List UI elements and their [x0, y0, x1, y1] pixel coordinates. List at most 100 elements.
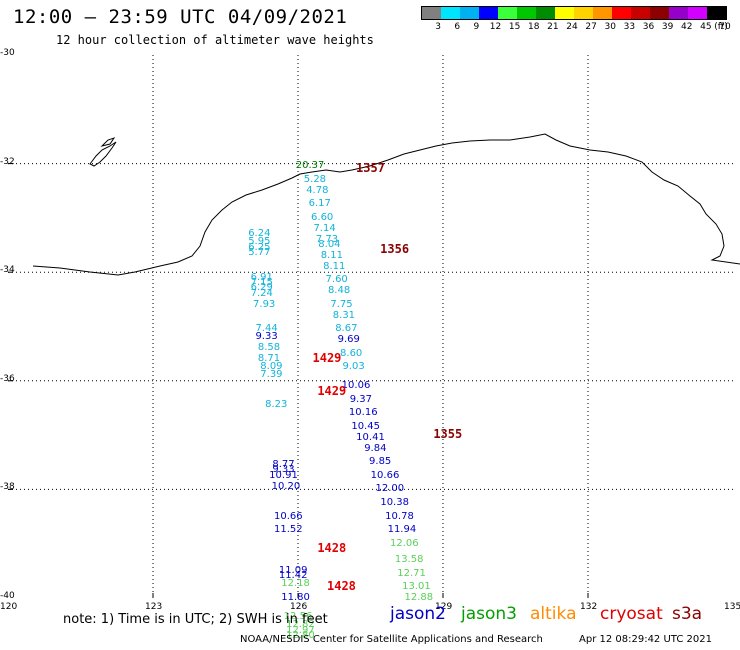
- color-swatch: [593, 7, 612, 19]
- color-scale-label: 30: [604, 22, 616, 32]
- swh-value-label: 8.48: [327, 285, 351, 297]
- color-scale-label: 33: [623, 22, 636, 32]
- swh-value-label: 12.80: [286, 630, 315, 641]
- pass-time-label: 1428: [327, 579, 356, 594]
- swh-value-label: 8.23: [265, 399, 288, 411]
- color-swatch: [650, 7, 669, 19]
- color-swatch: [688, 7, 707, 19]
- swh-value-label: 6.60: [311, 211, 334, 223]
- pass-time-label: 1428: [317, 541, 347, 556]
- legend-item-cryosat: cryosat: [600, 604, 663, 624]
- color-scale-label: 3: [435, 22, 441, 32]
- swh-value-label: 6.24: [248, 228, 271, 240]
- coastline: [32, 133, 740, 276]
- swh-value-label: 10.78: [385, 510, 414, 522]
- y-tick-label: -34: [0, 265, 15, 276]
- swh-value-label: 9.85: [369, 456, 392, 468]
- color-scale-label: 24: [566, 22, 578, 32]
- swh-value-label: 12.18: [281, 578, 310, 590]
- swh-value-label: 11.94: [387, 524, 417, 536]
- swh-value-label: 10.66: [370, 469, 400, 481]
- map-subtitle: 12 hour collection of altimeter wave hei…: [56, 33, 374, 47]
- x-tick-label: 123: [145, 602, 163, 612]
- swh-value-label: 8.71: [257, 353, 281, 365]
- swh-value-label: 11.42: [278, 570, 308, 582]
- swh-value-label: 12.82: [286, 619, 315, 631]
- swh-value-label: 12.06: [390, 537, 419, 549]
- swh-value-label: 8.77: [272, 458, 295, 470]
- swh-value-label: 6.91: [250, 271, 273, 283]
- color-scale-label: 36: [642, 22, 655, 32]
- legend-item-altika: altika: [530, 604, 577, 624]
- swh-value-label: 20.37: [295, 160, 325, 172]
- swh-value-label: 8.31: [332, 309, 356, 321]
- color-scale-label: 12: [489, 22, 502, 32]
- swh-value-label: 10.38: [380, 496, 409, 508]
- y-tick-label: -38: [0, 482, 15, 493]
- swh-value-label: 12.97: [286, 624, 315, 636]
- x-tick-label: 132: [580, 602, 598, 612]
- island-outline: [89, 141, 117, 167]
- swh-value-label: 6.29: [250, 282, 273, 294]
- color-scale-label: 9: [473, 22, 480, 32]
- swh-value-label: 4.78: [306, 184, 329, 196]
- x-tick-label: 120: [0, 602, 18, 612]
- pass-time-label: 1355: [433, 427, 463, 442]
- color-swatch: [574, 7, 593, 19]
- axis-ticks: [8, 163, 589, 598]
- x-tick-label: 135: [724, 602, 740, 612]
- swh-value-label: 12.56: [283, 611, 313, 622]
- swh-value-label: 7.24: [250, 287, 273, 299]
- swh-value-label: 11.09: [278, 564, 308, 576]
- swh-value-label: 7.75: [330, 298, 353, 310]
- legend-item-jason3: jason3: [461, 604, 517, 624]
- color-scale-label: 45: [700, 22, 712, 32]
- swh-value-label: 10.41: [356, 431, 385, 443]
- color-scale-label: 42: [681, 22, 693, 32]
- swh-value-label: 13.01: [402, 581, 431, 593]
- color-swatch: [479, 7, 498, 19]
- legend-item-s3a: s3a: [672, 604, 703, 624]
- swh-value-label: 9.69: [337, 334, 360, 346]
- color-scale-label: 70: [719, 22, 731, 32]
- swh-value-label: 8.11: [323, 260, 346, 272]
- swh-value-label: 13.58: [394, 553, 424, 565]
- swh-value-label: 7.44: [255, 323, 278, 335]
- swh-value-label: 8.11: [320, 249, 343, 261]
- pass-time-label: 1429: [312, 351, 342, 366]
- swh-value-label: 8.60: [340, 347, 363, 359]
- y-tick-label: -30: [0, 48, 15, 58]
- swh-value-label: 9.03: [342, 361, 365, 373]
- swh-value-label: 7.93: [253, 298, 276, 310]
- swh-value-label: 7.60: [325, 274, 348, 286]
- graticule: [8, 55, 733, 598]
- color-swatch: [517, 7, 536, 19]
- color-scale-label: (ft): [714, 22, 728, 32]
- swh-value-label: 7.15: [250, 277, 273, 289]
- swh-value-label: 9.33: [272, 464, 295, 476]
- swh-value-label: 8.09: [260, 361, 283, 373]
- swh-value-label: 7.14: [313, 222, 336, 234]
- swh-value-label: 8.67: [335, 323, 358, 335]
- swh-value-label: 12.88: [404, 592, 434, 603]
- color-swatch: [669, 7, 688, 19]
- swh-value-label: 9.33: [255, 331, 278, 343]
- swh-value-label: 6.17: [308, 198, 331, 210]
- color-scale-label: 15: [508, 22, 521, 32]
- swh-value-label: 11.80: [281, 592, 310, 603]
- color-scale-label: 39: [661, 22, 674, 32]
- color-swatch: [612, 7, 631, 19]
- color-swatch: [631, 7, 650, 19]
- swh-value-label: 12.71: [397, 567, 426, 579]
- swh-value-label: 6.25: [248, 241, 271, 253]
- pass-time-label: 1429: [317, 383, 347, 398]
- y-tick-label: -40: [0, 591, 15, 601]
- note-text: note: 1) Time is in UTC; 2) SWH is in fe…: [63, 612, 328, 627]
- pass-time-label: 1356: [380, 242, 410, 257]
- swh-value-label: 9.37: [349, 393, 372, 405]
- swh-value-label: 8.04: [318, 239, 341, 251]
- credit-text: NOAA/NESDIS Center for Satellite Applica…: [240, 634, 543, 645]
- y-tick-label: -32: [0, 156, 15, 167]
- y-tick-label: -36: [0, 373, 15, 384]
